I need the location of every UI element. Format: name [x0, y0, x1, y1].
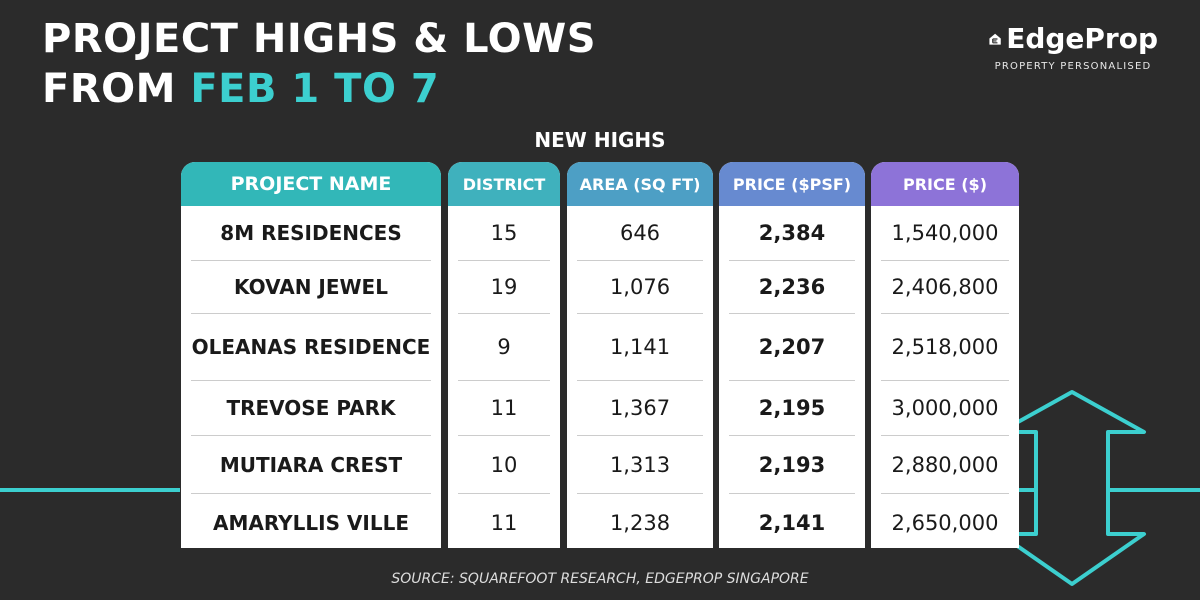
table-cell-psf: 2,193 [729, 436, 855, 494]
table-cell-area: 1,238 [609, 511, 671, 535]
brand-name: EdgeProp [1006, 22, 1158, 55]
table-cell-name: TREVOSE PARK [191, 381, 431, 436]
source-note: SOURCE: SQUAREFOOT RESEARCH, EDGEPROP SI… [391, 571, 809, 587]
table-cell-price: 2,650,000 [891, 511, 999, 535]
area-column: AREA (SQ FT) 646 1,076 1,141 1,367 1,313… [567, 162, 713, 548]
price-column: PRICE ($) 1,540,000 2,406,800 2,518,000 … [871, 162, 1019, 548]
table-cell-name: KOVAN JEWEL [191, 261, 431, 314]
header-price: PRICE ($) [871, 162, 1019, 206]
table-cell-name: OLEANAS RESIDENCE [191, 314, 431, 381]
brand-logo: EdgeProp PROPERTY PERSONALISED [988, 22, 1158, 72]
table-cell-area: 1,367 [577, 381, 703, 436]
table-cell-district: 11 [458, 381, 550, 436]
section-title: NEW HIGHS [534, 128, 666, 152]
table-cell-psf: 2,384 [729, 206, 855, 261]
price-psf-column: PRICE ($PSF) 2,384 2,236 2,207 2,195 2,1… [719, 162, 865, 548]
table-cell-psf: 2,195 [729, 381, 855, 436]
house-logo-icon [989, 33, 1001, 45]
table-cell-price: 2,406,800 [881, 261, 1009, 314]
header-project-name: PROJECT NAME [181, 162, 441, 206]
table-cell-area: 1,141 [577, 314, 703, 381]
headline: PROJECT HIGHS & LOWS FROM FEB 1 TO 7 [42, 14, 596, 114]
table-cell-name: AMARYLLIS VILLE [212, 511, 409, 535]
header-district: DISTRICT [448, 162, 560, 206]
table-cell-name: MUTIARA CREST [191, 436, 431, 494]
table-cell-district: 19 [458, 261, 550, 314]
table-cell-psf: 2,236 [729, 261, 855, 314]
table-cell-area: 646 [577, 206, 703, 261]
table-cell-area: 1,313 [577, 436, 703, 494]
table-cell-district: 9 [458, 314, 550, 381]
table-cell-district: 10 [458, 436, 550, 494]
table-cell-area: 1,076 [577, 261, 703, 314]
header-price-psf: PRICE ($PSF) [719, 162, 865, 206]
table-cell-psf: 2,141 [758, 511, 826, 535]
header-area: AREA (SQ FT) [567, 162, 713, 206]
headline-line-2: FROM FEB 1 TO 7 [42, 64, 596, 114]
table-cell-district: 11 [490, 511, 518, 535]
table-cell-price: 1,540,000 [881, 206, 1009, 261]
headline-prefix: FROM [42, 66, 191, 112]
table-cell-price: 2,518,000 [881, 314, 1009, 381]
district-column: DISTRICT 15 19 9 11 10 11 [448, 162, 560, 548]
project-name-column: PROJECT NAME 8M RESIDENCES KOVAN JEWEL O… [181, 162, 441, 548]
table-cell-psf: 2,207 [729, 314, 855, 381]
table-cell-price: 3,000,000 [881, 381, 1009, 436]
table-cell-name: 8M RESIDENCES [191, 206, 431, 261]
table-cell-price: 2,880,000 [881, 436, 1009, 494]
brand-tagline: PROPERTY PERSONALISED [994, 61, 1152, 72]
headline-date-range: FEB 1 TO 7 [190, 66, 440, 112]
up-down-arrow-icon [998, 390, 1200, 586]
headline-line-1: PROJECT HIGHS & LOWS [42, 16, 597, 62]
table-cell-district: 15 [458, 206, 550, 261]
